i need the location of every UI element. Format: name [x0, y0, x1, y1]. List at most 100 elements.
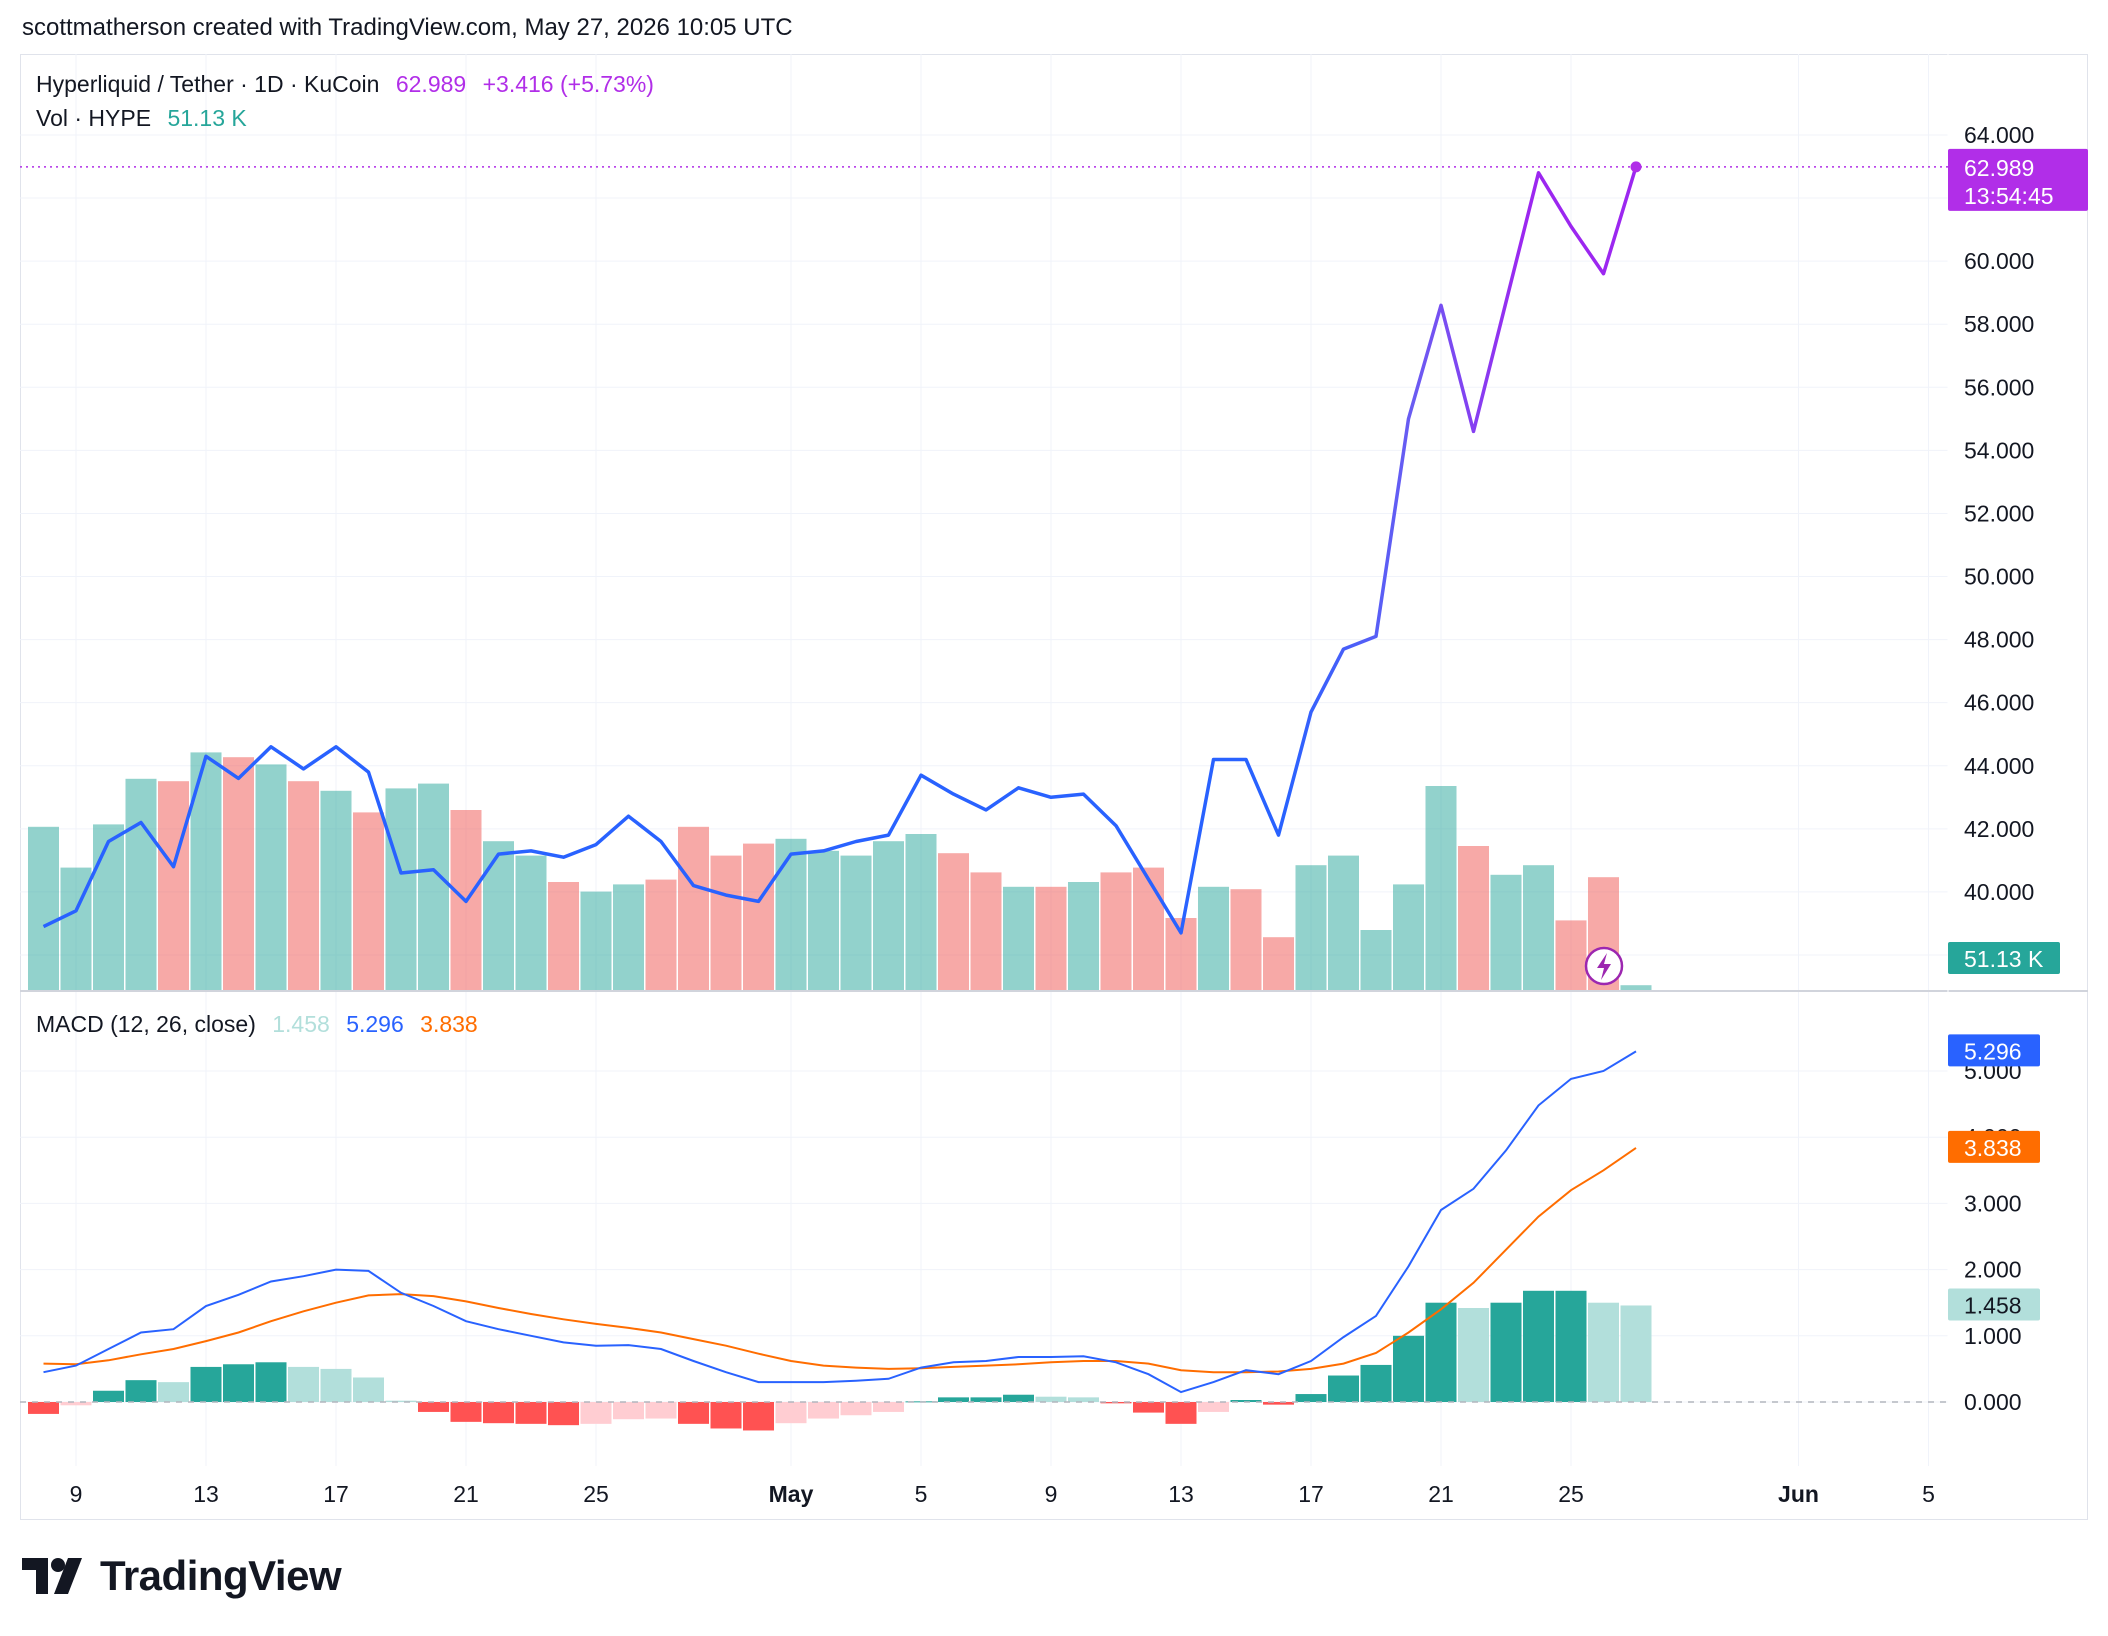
price-axis-label: 56.000	[1964, 374, 2034, 400]
time-axis-label: 9	[70, 1481, 83, 1507]
macd-histogram-bar	[1295, 1394, 1327, 1402]
macd-histogram-bar	[28, 1402, 59, 1414]
price-axis-label: 60.000	[1964, 248, 2034, 274]
volume-bar	[678, 826, 709, 990]
macd-histogram-bar	[385, 1400, 417, 1402]
volume-bar	[1328, 855, 1359, 990]
time-axis-label: 21	[453, 1481, 479, 1507]
macd-histogram-bar	[1230, 1400, 1262, 1402]
volume-bar	[1458, 846, 1489, 990]
macd-histogram-bar	[483, 1402, 514, 1424]
macd-histogram-bar	[1588, 1302, 1619, 1402]
macd-histogram-bar	[1263, 1402, 1294, 1405]
price-axis-label: 64.000	[1964, 122, 2034, 148]
macd-histogram-bar	[515, 1402, 547, 1424]
macd-line	[43, 1050, 1637, 1394]
price-line	[42, 166, 1638, 935]
tradingview-logo-icon	[22, 1558, 82, 1594]
volume-bar	[385, 788, 417, 990]
macd-histogram-bar	[840, 1402, 872, 1416]
macd-axis-label: 3.000	[1964, 1190, 2022, 1216]
price-badge-countdown: 13:54:45	[1964, 183, 2054, 209]
volume-badge	[1948, 942, 2060, 974]
macd-line-badge	[1948, 1034, 2040, 1067]
macd-histogram-bar	[808, 1402, 839, 1419]
macd-histogram-bar	[1068, 1397, 1099, 1402]
volume-bar	[1003, 886, 1034, 990]
volume-bar	[1620, 985, 1652, 990]
macd-signal-badge	[1948, 1130, 2040, 1163]
time-axis-label: 17	[323, 1481, 349, 1507]
macd-histogram-bar	[1003, 1394, 1034, 1402]
macd-histogram-bar	[1133, 1402, 1164, 1413]
macd-histogram-bar	[1328, 1375, 1359, 1402]
macd-histogram-bar	[190, 1366, 222, 1402]
macd-axis-label: 1.000	[1964, 1323, 2022, 1349]
macd-histogram-bar	[1393, 1335, 1424, 1402]
macd-histogram-bar	[580, 1402, 612, 1424]
lightning-bolt-icon	[1597, 953, 1611, 980]
macd-histogram-bar	[418, 1402, 449, 1412]
chart-frame[interactable]	[20, 54, 2088, 1520]
tradingview-logo-text: TradingView	[100, 1552, 342, 1599]
macd-axis-label: 0.000	[1964, 1389, 2022, 1415]
macd-histogram-bar	[613, 1402, 644, 1420]
volume-bar	[645, 879, 677, 990]
macd-label[interactable]: MACD (12, 26, close)	[36, 1011, 256, 1037]
volume-bar	[1035, 886, 1067, 990]
volume-bar	[223, 757, 254, 990]
volume-bar	[320, 790, 352, 990]
macd-histogram-bar	[255, 1362, 287, 1402]
volume-bar	[1425, 786, 1457, 990]
price-change: +3.416 (+5.73%)	[482, 71, 654, 97]
macd-histogram-bar	[678, 1402, 709, 1424]
volume-bar	[353, 812, 384, 990]
volume-bar	[1068, 882, 1099, 990]
macd-histogram-bar	[288, 1366, 319, 1402]
macd-legend[interactable]: MACD (12, 26, close) 1.458 5.296 3.838	[36, 1011, 488, 1038]
volume-legend[interactable]: Vol · HYPE 51.13 K	[36, 105, 257, 132]
macd-signal-badge-value: 3.838	[1964, 1135, 2022, 1161]
volume-bar	[418, 783, 449, 990]
macd-histogram-bar	[645, 1402, 677, 1419]
symbol-label[interactable]: Hyperliquid / Tether · 1D · KuCoin	[36, 71, 380, 97]
price-legend[interactable]: Hyperliquid / Tether · 1D · KuCoin 62.98…	[36, 71, 664, 98]
volume-bar	[905, 834, 937, 990]
macd-histogram-bar	[1425, 1302, 1457, 1402]
volume-bar	[1100, 872, 1132, 990]
volume-bar	[1230, 889, 1262, 990]
price-axis-label: 42.000	[1964, 816, 2034, 842]
macd-line-badge-value: 5.296	[1964, 1038, 2022, 1064]
macd-histogram-bar	[548, 1402, 579, 1426]
volume-bar	[1393, 884, 1424, 990]
price-badge-value: 62.989	[1964, 155, 2034, 181]
macd-histogram-bar	[1555, 1290, 1587, 1402]
macd-histogram-bar	[938, 1397, 969, 1402]
macd-hist-badge	[1948, 1288, 2040, 1321]
macd-histogram-bar	[1360, 1364, 1392, 1402]
volume-label[interactable]: Vol · HYPE	[36, 105, 152, 131]
volume-bar	[938, 853, 969, 990]
macd-histogram-bar	[450, 1402, 482, 1422]
volume-bar	[970, 872, 1002, 990]
macd-histogram-bar	[1490, 1302, 1522, 1402]
macd-histogram-bar	[125, 1380, 157, 1402]
macd-histogram-bar	[1165, 1402, 1197, 1424]
time-axis-label: 21	[1428, 1481, 1454, 1507]
tradingview-logo[interactable]: TradingView	[22, 1552, 342, 1600]
price-axis-label: 40.000	[1964, 879, 2034, 905]
macd-axis-label: 2.000	[1964, 1257, 2022, 1283]
volume-bar	[93, 824, 124, 990]
macd-histogram-bar	[223, 1364, 254, 1402]
volume-bar	[483, 841, 514, 990]
volume-bar	[775, 838, 807, 990]
volume-value: 51.13 K	[167, 105, 247, 131]
macd-histogram-bar	[743, 1402, 774, 1431]
macd-hist-badge-value: 1.458	[1964, 1292, 2022, 1318]
macd-histogram-bar	[60, 1402, 92, 1406]
macd-histogram-bar	[1035, 1396, 1067, 1402]
volume-bar	[1555, 920, 1587, 990]
volume-bar	[1523, 865, 1554, 990]
macd-histogram-bar	[775, 1402, 807, 1424]
